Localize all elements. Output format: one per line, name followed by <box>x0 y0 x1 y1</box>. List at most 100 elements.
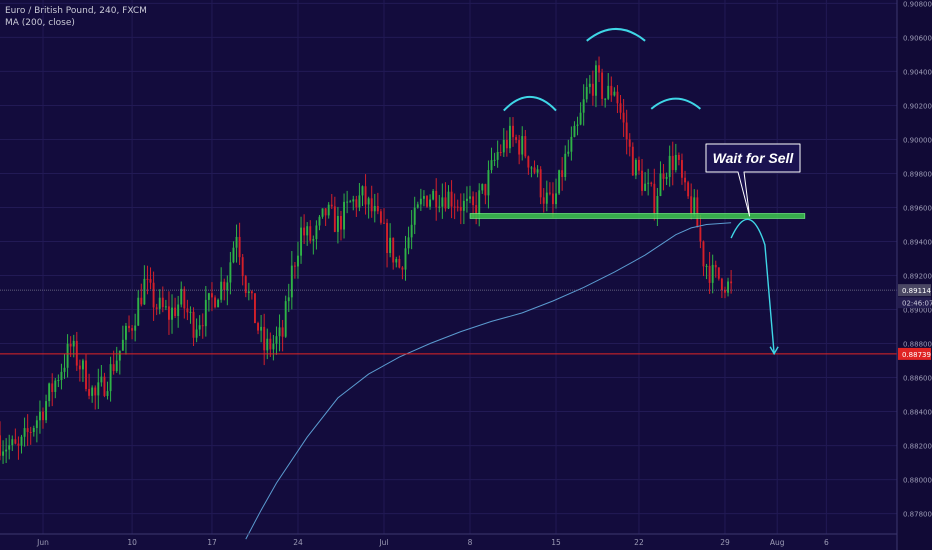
candle-bull <box>361 186 364 196</box>
candle-bull <box>373 206 376 212</box>
candle-bear <box>364 186 367 205</box>
candle-bull <box>20 436 23 446</box>
candle-bull <box>358 195 361 208</box>
candle-bear <box>168 306 170 320</box>
candle-bear <box>303 227 306 236</box>
candle-bull <box>318 216 321 226</box>
candle-bear <box>192 311 195 338</box>
candle-bull <box>11 439 14 446</box>
y-tick-label: 0.90800 <box>903 0 932 8</box>
neckline-zone <box>469 213 806 219</box>
candle-bear <box>601 72 604 99</box>
candle-bear <box>75 340 78 366</box>
candle-bull <box>481 184 484 191</box>
candle-bull <box>336 215 339 232</box>
candle-bull <box>63 367 66 372</box>
y-tick-label: 0.88000 <box>903 477 932 485</box>
candle-bear <box>112 364 115 372</box>
candle-bear <box>293 265 296 267</box>
candle-bull <box>171 307 173 320</box>
candle-bear <box>85 360 87 390</box>
candle-bull <box>226 282 229 291</box>
candle-bull <box>469 196 471 199</box>
y-tick-label: 0.90000 <box>903 136 932 144</box>
candle-bear <box>638 159 640 171</box>
candle-bear <box>398 259 401 268</box>
candle-bear <box>702 241 705 267</box>
candle-bull <box>441 197 444 207</box>
candle-bear <box>250 291 253 294</box>
y-tick-label: 0.88600 <box>903 375 932 383</box>
candle-bull <box>121 339 124 351</box>
candle-bear <box>51 383 54 392</box>
y-tick-label: 0.90400 <box>903 68 932 76</box>
candle-bull <box>45 401 48 421</box>
candle-bull <box>232 247 235 263</box>
candle-bear <box>211 293 213 298</box>
candle-bear <box>238 236 241 258</box>
candle-bull <box>315 225 318 240</box>
candle-bear <box>720 278 723 291</box>
candle-bear <box>26 428 29 432</box>
candle-bull <box>349 201 352 203</box>
candle-bull <box>508 125 511 149</box>
candle-bull <box>413 207 416 225</box>
candle-bull <box>462 200 465 211</box>
candle-bull <box>567 151 570 154</box>
candle-bull <box>555 193 557 205</box>
candle-bull <box>124 325 127 340</box>
y-tick-label: 0.90600 <box>903 34 932 42</box>
candle-bull <box>272 343 275 350</box>
candle-bull <box>8 445 11 450</box>
candle-bull <box>613 91 616 96</box>
candle-bull <box>32 428 35 433</box>
candle-bull <box>109 364 112 392</box>
x-tick-label: 6 <box>824 538 829 547</box>
candle-bull <box>659 173 662 196</box>
candle-bull <box>343 201 346 230</box>
candle-bear <box>542 197 545 204</box>
candle-bull <box>290 265 293 298</box>
candle-bear <box>591 83 594 96</box>
candle-bear <box>687 182 690 197</box>
candle-bear <box>690 196 693 215</box>
candle-bear <box>472 196 475 206</box>
candle-bull <box>300 227 303 256</box>
candle-bear <box>435 190 438 208</box>
candle-bear <box>263 326 266 351</box>
candle-bull <box>2 451 5 456</box>
candle-bear <box>131 328 134 331</box>
candle-bull <box>204 299 207 327</box>
candle-bear <box>103 376 106 396</box>
candle-bull <box>656 195 659 214</box>
candle-bull <box>647 182 650 184</box>
candle-bull <box>54 380 57 392</box>
candle-bull <box>278 327 281 337</box>
candle-bear <box>146 278 149 280</box>
candle-bull <box>352 199 355 202</box>
candle-bear <box>161 297 164 308</box>
candle-bull <box>164 306 167 308</box>
candle-bear <box>662 173 665 179</box>
candle-bull <box>306 226 309 236</box>
candle-bear <box>610 85 613 96</box>
candle-bull <box>416 204 419 208</box>
candle-bull <box>23 428 26 437</box>
candle-bull <box>588 83 591 87</box>
candle-bull <box>35 420 38 429</box>
x-tick-label: 24 <box>293 538 303 547</box>
candle-bull <box>189 311 192 313</box>
x-tick-label: 17 <box>207 538 217 547</box>
candle-bear <box>671 155 674 171</box>
candle-bull <box>312 239 315 241</box>
y-tick-label: 0.89600 <box>903 204 932 212</box>
y-tick-label: 0.89000 <box>903 307 932 315</box>
projection-path <box>730 218 775 354</box>
candle-bear <box>505 139 508 149</box>
candle-bear <box>383 222 385 224</box>
candle-bear <box>201 325 204 327</box>
candle-bull <box>198 325 201 330</box>
